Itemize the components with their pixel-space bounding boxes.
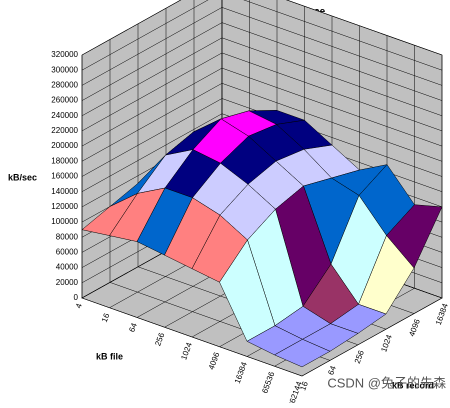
x-tick-label: 1024 — [179, 341, 194, 361]
y-tick-label: 180000 — [51, 156, 78, 165]
y-tick-label: 20000 — [56, 278, 79, 287]
grid-line — [81, 7, 443, 86]
z-tick-label: 4096 — [407, 317, 422, 337]
z-tick-label: 256 — [353, 349, 366, 365]
z-tick-label: 16 — [298, 380, 310, 392]
x-tick-label: 65536 — [260, 370, 276, 395]
grid-line — [81, 22, 443, 101]
x-tick-label: 256 — [153, 331, 166, 347]
y-tick-label: 320000 — [51, 50, 78, 59]
z-axis-title: kB record — [392, 380, 434, 390]
y-axis-title: kB/sec — [8, 172, 37, 182]
x-tick-label: 4096 — [207, 351, 222, 371]
grid-line — [81, 0, 443, 71]
y-tick-label: 240000 — [51, 111, 78, 120]
y-tick-label: 140000 — [51, 187, 78, 196]
y-tick-label: 200000 — [51, 141, 78, 150]
grid-line — [81, 113, 443, 192]
grid-line — [81, 0, 443, 56]
y-tick-label: 0 — [74, 293, 79, 302]
y-tick-label: 120000 — [51, 202, 78, 211]
grid-line — [81, 98, 443, 177]
y-tick-label: 300000 — [51, 65, 78, 74]
grid-line — [81, 67, 443, 147]
grid-line — [81, 37, 443, 117]
floor-grid — [301, 297, 443, 377]
grid-line — [81, 83, 443, 162]
z-tick-label: 1024 — [379, 333, 394, 353]
x-tick-label: 64 — [127, 321, 139, 333]
y-tick-label: 160000 — [51, 172, 78, 181]
z-tick-label: 64 — [326, 364, 338, 376]
y-tick-label: 100000 — [51, 217, 78, 226]
y-tick-label: 40000 — [56, 263, 79, 272]
surface-cell — [273, 339, 331, 368]
x-tick-label: 16 — [100, 312, 112, 324]
y-tick-label: 80000 — [56, 232, 79, 241]
y-tick-label: 220000 — [51, 126, 78, 135]
x-tick-label: 4 — [74, 302, 84, 310]
y-tick-label: 260000 — [51, 96, 78, 105]
watermark: CSDN @兔子的先森 — [327, 375, 446, 390]
y-tick-label: 280000 — [51, 80, 78, 89]
grid-line — [81, 52, 443, 132]
z-tick-label: 16384 — [434, 302, 450, 327]
y-tick-label: 60000 — [56, 248, 79, 257]
x-axis-title: kB file — [96, 351, 123, 361]
floor-grid — [81, 297, 303, 377]
x-tick-label: 16384 — [233, 360, 249, 385]
